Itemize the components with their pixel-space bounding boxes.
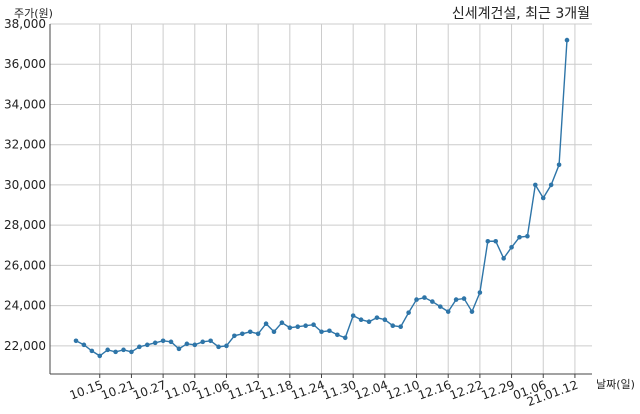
data-point <box>263 321 269 327</box>
data-point <box>335 332 340 338</box>
data-point <box>89 348 95 354</box>
data-point <box>477 290 483 295</box>
grid <box>50 23 592 374</box>
y-axis-label: 주가(원) <box>14 7 53 20</box>
data-point <box>73 338 79 344</box>
data-point <box>366 319 372 325</box>
data-point <box>485 238 491 244</box>
data-point <box>342 335 348 341</box>
data-point <box>295 324 301 330</box>
data-point <box>152 340 158 346</box>
data-point <box>453 297 459 302</box>
data-point <box>374 315 380 320</box>
data-point <box>176 346 182 352</box>
data-point <box>271 329 277 335</box>
x-tick-labels: 10.1510.2110.2711.0211.0611.1211.1811.24… <box>68 374 580 409</box>
data-point <box>327 328 332 334</box>
data-point <box>533 182 538 188</box>
data-point <box>105 347 110 353</box>
data-point <box>430 299 435 304</box>
data-point <box>406 310 411 315</box>
data-point <box>437 304 443 309</box>
y-tick-label: 34,000 <box>4 97 46 111</box>
data-point <box>255 331 261 337</box>
data-point <box>208 338 213 344</box>
price-series-points <box>73 37 570 359</box>
data-point <box>200 339 206 345</box>
data-point <box>303 323 308 329</box>
x-axis-label: 날짜(일) <box>596 377 635 391</box>
data-point <box>319 329 324 335</box>
data-point <box>232 333 237 339</box>
data-point <box>390 323 396 329</box>
data-point <box>287 325 293 331</box>
data-point <box>469 309 475 314</box>
data-point <box>461 296 467 301</box>
data-point <box>382 317 388 322</box>
data-point <box>247 329 253 335</box>
y-tick-label: 32,000 <box>4 138 46 152</box>
data-point <box>564 37 570 43</box>
y-tick-label: 26,000 <box>4 258 46 272</box>
y-tick-labels: 22,000 24,000 26,000 28,000 30,000 32,000 34,0… <box>4 17 46 353</box>
y-tick-label: 30,000 <box>4 178 46 192</box>
data-point <box>184 341 190 347</box>
data-point <box>113 349 118 355</box>
data-point <box>350 313 356 318</box>
data-point <box>81 342 87 348</box>
y-tick-label: 28,000 <box>4 218 46 232</box>
data-point <box>144 342 150 348</box>
y-tick-label: 36,000 <box>4 57 46 71</box>
y-tick-label: 22,000 <box>4 339 46 353</box>
data-point <box>358 317 364 322</box>
data-point <box>398 324 403 330</box>
data-point <box>129 349 134 355</box>
data-point <box>501 256 506 261</box>
data-point <box>192 342 198 348</box>
y-tick-label: 24,000 <box>4 299 46 313</box>
data-point <box>445 309 451 314</box>
data-point <box>311 322 316 328</box>
data-point <box>97 353 103 359</box>
data-point <box>168 339 174 345</box>
data-point <box>160 338 166 344</box>
data-point <box>422 295 427 300</box>
data-point <box>279 320 285 326</box>
data-point <box>556 162 562 168</box>
data-point <box>517 234 522 240</box>
data-point <box>224 343 229 349</box>
data-point <box>137 344 142 350</box>
chart-title: 신세계건설, 최근 3개월 <box>452 6 590 22</box>
data-point <box>525 233 530 239</box>
data-point <box>216 344 221 350</box>
y-tick-label: 38,000 <box>4 17 46 31</box>
data-point <box>548 182 554 188</box>
data-point <box>121 347 126 353</box>
data-point <box>540 195 546 201</box>
data-point <box>414 297 419 302</box>
data-point <box>509 244 514 250</box>
data-point <box>493 238 499 244</box>
data-point <box>240 331 245 337</box>
